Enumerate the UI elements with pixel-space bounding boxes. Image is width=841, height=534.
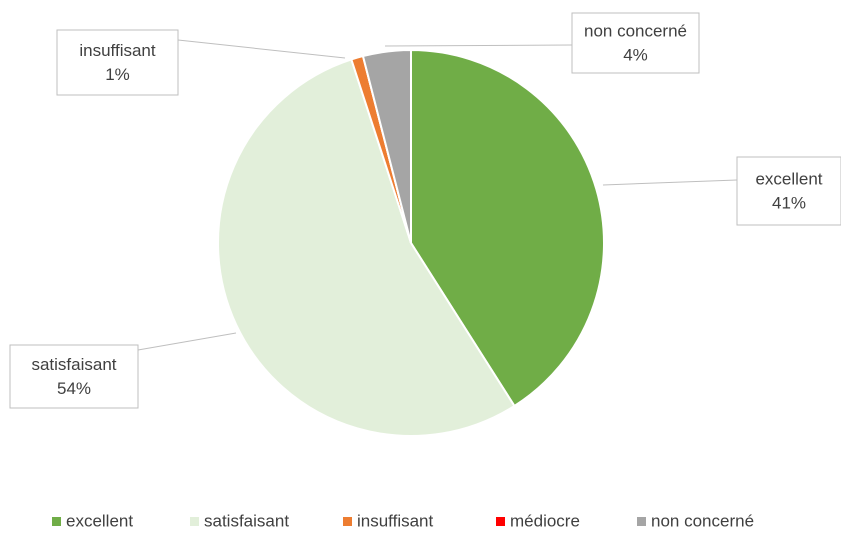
legend-label: médiocre — [510, 511, 580, 530]
data-label-name: non concerné — [584, 21, 687, 40]
legend-swatch — [52, 517, 61, 526]
label-box — [736, 156, 841, 226]
legend-swatch — [190, 517, 199, 526]
data-label: 41% — [772, 193, 806, 212]
leader-line — [177, 39, 346, 59]
pie-slice — [410, 48, 605, 408]
data-label-name: excellent — [755, 169, 822, 188]
pie-slice — [361, 48, 412, 244]
legend-label: non concerné — [651, 511, 754, 530]
legend-swatch — [637, 517, 646, 526]
legend-label: satisfaisant — [204, 511, 289, 530]
data-label: 1% — [105, 65, 130, 84]
legend-label: excellent — [66, 511, 133, 530]
data-label: 4% — [623, 45, 648, 64]
leader-line — [137, 332, 237, 351]
data-label-name: insuffisant — [79, 41, 156, 60]
data-label-name: satisfaisant — [31, 355, 116, 374]
leader-line — [602, 179, 738, 186]
pie-slice — [217, 58, 516, 437]
legend-swatch — [343, 517, 352, 526]
legend-swatch — [496, 517, 505, 526]
label-box — [9, 344, 139, 409]
leader-line — [384, 44, 573, 47]
data-label: 54% — [57, 379, 91, 398]
label-box — [571, 12, 700, 74]
label-box — [56, 29, 179, 96]
legend-label: insuffisant — [357, 511, 434, 530]
